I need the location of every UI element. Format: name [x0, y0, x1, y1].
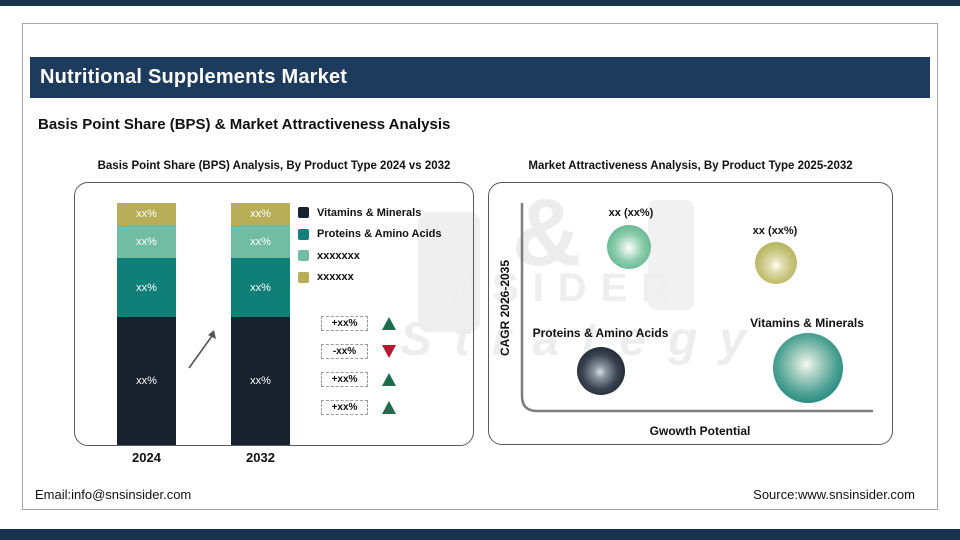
- attractiveness-chart-card: [488, 182, 893, 445]
- page-title: Nutritional Supplements Market: [40, 66, 348, 88]
- top-accent-strip: [0, 0, 960, 6]
- segment-value: xx%: [250, 281, 271, 294]
- segment-value: xx%: [136, 375, 157, 387]
- bar-segment-proteins: xx%: [231, 258, 290, 317]
- legend-item-label: xxxxxx: [317, 271, 354, 284]
- legend-swatch-icon: [298, 271, 309, 283]
- x-axis-label-2032: 2032: [246, 450, 275, 465]
- bar-segment-vitamins: xx%: [231, 317, 290, 445]
- legend-item: xxxxxx: [298, 267, 441, 289]
- change-value-box: +xx%: [321, 371, 368, 387]
- legend-item-label: Vitamins & Minerals: [317, 206, 422, 219]
- footer-source: Source:www.snsinsider.com: [753, 487, 915, 502]
- up-triangle-icon: [382, 400, 396, 414]
- change-badge: -xx%: [321, 343, 401, 359]
- change-badge: +xx%: [321, 371, 401, 387]
- stacked-bar-2024: xx% xx% xx% xx%: [117, 203, 176, 445]
- legend-swatch-icon: [298, 250, 309, 262]
- segment-value: xx%: [250, 375, 271, 387]
- legend-item-label: Proteins & Amino Acids: [317, 228, 442, 241]
- segment-value: xx%: [136, 208, 157, 220]
- bar-segment-proteins: xx%: [117, 258, 176, 317]
- bar-segment-x6: xx%: [117, 203, 176, 225]
- bubble-x7-product: [607, 225, 651, 269]
- legend-item-label: xxxxxxx: [317, 249, 360, 262]
- change-value-box: +xx%: [321, 315, 368, 331]
- change-value-box: -xx%: [321, 343, 368, 359]
- bubble-label: Vitamins & Minerals: [750, 316, 864, 330]
- up-triangle-icon: [382, 372, 396, 386]
- bar-segment-vitamins: xx%: [117, 317, 176, 445]
- change-badge: +xx%: [321, 399, 401, 415]
- attractiveness-chart-title: Market Attractiveness Analysis, By Produ…: [528, 160, 853, 172]
- segment-value: xx%: [250, 208, 271, 220]
- stacked-bar-2032: xx% xx% xx% xx%: [231, 203, 290, 445]
- legend-item: Proteins & Amino Acids: [298, 224, 441, 246]
- legend-item: xxxxxxx: [298, 245, 441, 267]
- segment-value: xx%: [250, 235, 271, 248]
- bar-segment-x7: xx%: [231, 225, 290, 258]
- segment-value: xx%: [136, 281, 157, 294]
- trend-arrow-icon: [188, 330, 216, 369]
- change-value-box: +xx%: [321, 399, 368, 415]
- up-triangle-icon: [382, 316, 396, 330]
- legend: Vitamins & Minerals Proteins & Amino Aci…: [298, 202, 441, 288]
- x-axis-label-2024: 2024: [132, 450, 161, 465]
- x-axis-label: Gwowth Potential: [649, 424, 751, 438]
- down-triangle-icon: [382, 344, 396, 358]
- legend-swatch-icon: [298, 207, 309, 219]
- bubble-x6-product: [755, 242, 797, 284]
- legend-item: Vitamins & Minerals: [298, 202, 441, 224]
- bottom-accent-strip: [0, 529, 960, 540]
- legend-swatch-icon: [298, 228, 309, 240]
- title-bar: Nutritional Supplements Market: [30, 57, 930, 98]
- bar-segment-x6: xx%: [231, 203, 290, 225]
- axis-lines: [520, 202, 874, 413]
- bubble-vitamins-minerals: [773, 333, 843, 403]
- change-badge: +xx%: [321, 315, 401, 331]
- y-axis-label: CAGR 2026-2035: [498, 259, 512, 357]
- bubble-proteins-amino-acids: [577, 347, 625, 395]
- footer-email: Email:info@snsinsider.com: [35, 487, 192, 502]
- bar-segment-x7: xx%: [117, 225, 176, 258]
- slide-subtitle: Basis Point Share (BPS) & Market Attract…: [38, 116, 451, 133]
- bps-chart-title: Basis Point Share (BPS) Analysis, By Pro…: [97, 160, 451, 172]
- bubble-label: xx (xx%): [608, 207, 654, 219]
- bubble-label: xx (xx%): [752, 225, 798, 237]
- segment-value: xx%: [136, 235, 157, 248]
- bubble-label: Proteins & Amino Acids: [532, 326, 669, 340]
